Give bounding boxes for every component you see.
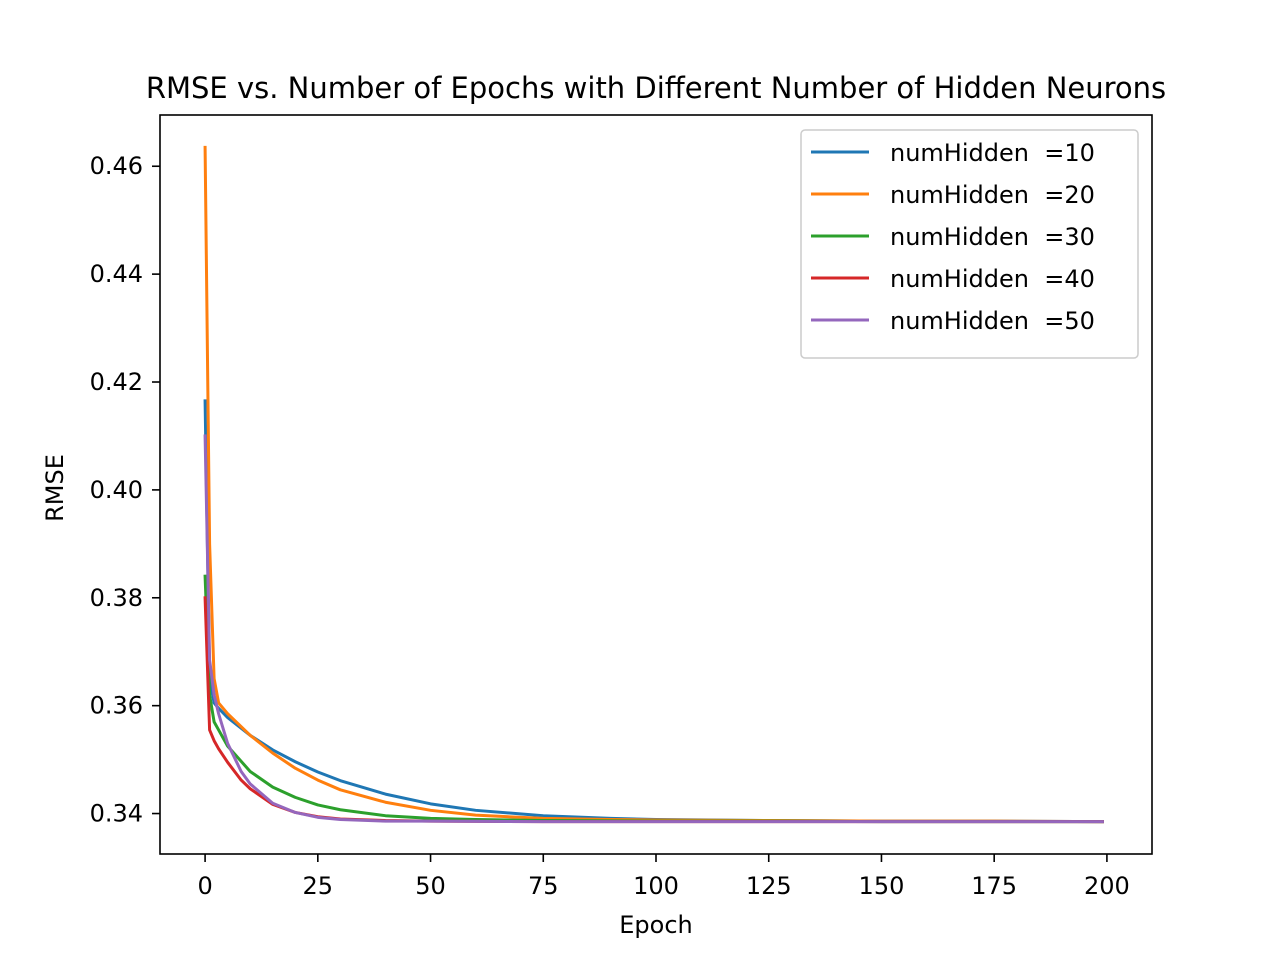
x-tick-label: 0 [197,872,212,900]
legend-label: numHidden =30 [890,223,1095,251]
y-tick-label: 0.42 [90,368,143,396]
x-tick-label: 200 [1084,872,1130,900]
legend-label: numHidden =50 [890,307,1095,335]
y-tick-label: 0.46 [90,152,143,180]
plot-lines [203,145,1104,824]
y-tick-label: 0.36 [90,692,143,720]
x-tick-label: 150 [859,872,905,900]
x-tick-label: 100 [633,872,679,900]
x-tick-label: 125 [746,872,792,900]
y-tick-label: 0.34 [90,800,143,828]
x-axis: 0 25 50 75 100 125 150 175 200 [197,854,1130,900]
x-axis-label: Epoch [619,911,693,939]
y-axis: 0.34 0.36 0.38 0.40 0.42 0.44 0.46 [90,152,160,828]
x-tick-label: 75 [528,872,559,900]
legend-box [800,129,1139,359]
legend-label: numHidden =10 [890,139,1095,167]
legend-label: numHidden =20 [890,181,1095,209]
series-line-5 [203,434,1104,824]
series-line-3 [203,574,1104,824]
chart-title: RMSE vs. Number of Epochs with Different… [146,71,1166,105]
y-tick-label: 0.40 [90,476,143,504]
legend-label: numHidden =40 [890,265,1095,293]
y-tick-label: 0.38 [90,584,143,612]
x-tick-label: 175 [971,872,1017,900]
series-line-1 [203,399,1104,824]
x-tick-label: 50 [415,872,446,900]
y-axis-label: RMSE [41,454,69,522]
legend: numHidden =10 numHidden =20 numHidden =30 n… [800,129,1139,359]
x-tick-label: 25 [303,872,334,900]
y-tick-label: 0.44 [90,260,143,288]
